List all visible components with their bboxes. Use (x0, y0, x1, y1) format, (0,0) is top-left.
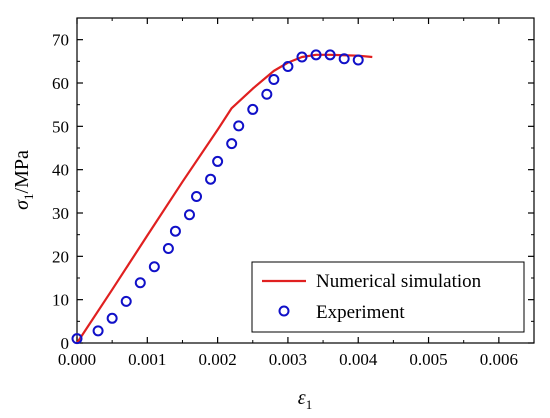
x-tick-label: 0.002 (198, 350, 236, 369)
y-tick-label: 60 (52, 74, 69, 93)
legend-box (251, 261, 525, 333)
x-tick-label: 0.001 (128, 350, 166, 369)
x-axis-label: ε1 (298, 387, 312, 412)
y-tick-label: 70 (52, 31, 69, 50)
experiment-point (233, 120, 245, 132)
x-tick-label: 0.005 (409, 350, 447, 369)
experiment-point (324, 49, 336, 61)
experiment-point (212, 155, 224, 167)
y-tick-label: 50 (52, 117, 69, 136)
experiment-point (338, 53, 350, 65)
experiment-point (268, 74, 280, 86)
experiment-point (183, 209, 195, 221)
simulation-curve (76, 53, 373, 344)
y-tick-label: 10 (52, 291, 69, 310)
experiment-point (226, 138, 238, 150)
legend-marker-swatch (278, 305, 290, 317)
experiment-point (106, 312, 118, 324)
experiment-point (134, 277, 146, 289)
y-tick-label: 40 (52, 161, 69, 180)
experiment-point (352, 54, 364, 66)
experiment-point (162, 243, 174, 255)
legend-label-simulation: Numerical simulation (316, 271, 482, 292)
legend-label-experiment: Experiment (316, 302, 405, 323)
y-tick-label: 30 (52, 204, 69, 223)
x-tick-label: 0.004 (339, 350, 378, 369)
x-tick-label: 0.006 (480, 350, 518, 369)
experiment-point (71, 333, 83, 345)
y-axis-label: σ1/MPa (11, 150, 36, 210)
experiment-point (247, 103, 259, 115)
x-tick-label: 0.000 (58, 350, 96, 369)
experiment-point (261, 88, 273, 100)
experiment-point (120, 295, 132, 307)
experiment-point (282, 61, 294, 73)
experiment-point (310, 49, 322, 61)
experiment-point (191, 191, 203, 203)
x-tick-label: 0.003 (269, 350, 307, 369)
experiment-point (296, 51, 308, 63)
y-tick-label: 0 (61, 334, 70, 353)
y-axis-ticks: 0 10 20 30 40 50 60 70 (52, 31, 534, 353)
plot-frame (76, 17, 535, 344)
x-axis-ticks: 0.000 0.001 0.002 0.003 0.004 0.005 0.006 (58, 18, 518, 369)
experiment-point (148, 261, 160, 273)
experiment-point (92, 325, 104, 337)
legend: Numerical simulation Experiment (251, 261, 525, 333)
series-layer (71, 49, 373, 345)
experiment-point (205, 173, 217, 185)
experiment-point (169, 225, 181, 237)
y-tick-label: 20 (52, 247, 69, 266)
